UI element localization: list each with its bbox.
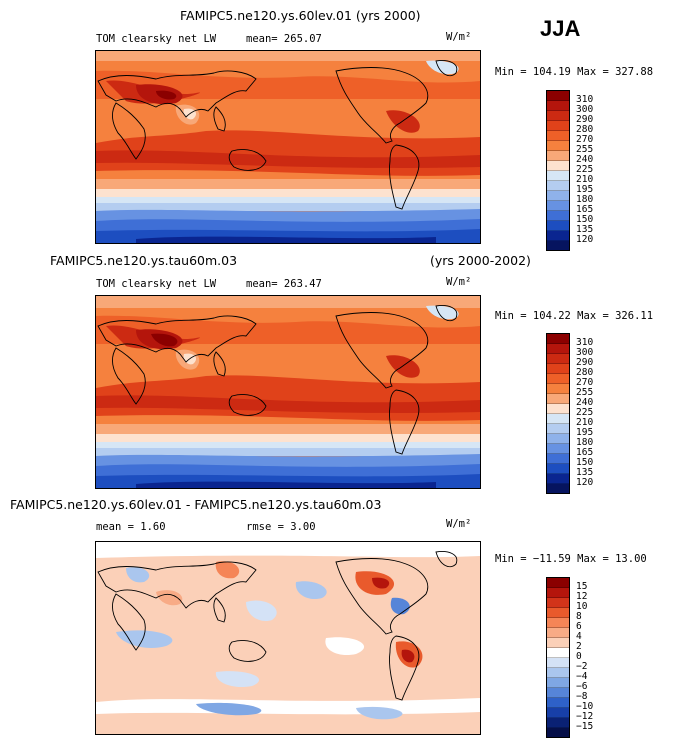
colorbar-tick: 4 [576,631,582,642]
panel2-mean: mean= 263.47 [246,278,322,290]
panel2-colorbar [546,333,570,494]
colorbar-tick: 225 [576,164,594,175]
panel3-title: FAMIPC5.ne120.ys.60lev.01 - FAMIPC5.ne12… [10,497,382,512]
colorbar-tick: 135 [576,467,594,478]
panel1-field-label: TOM clearsky net LW [96,33,217,45]
colorbar-tick: 270 [576,377,594,388]
colorbar-tick: 240 [576,397,594,408]
colorbar-tick: −12 [576,711,594,722]
colorbar-tick: 255 [576,387,594,398]
colorbar-tick: −4 [576,671,588,682]
panel3-map-field [96,542,480,734]
colorbar-tick: 10 [576,601,588,612]
colorbar-tick: 8 [576,611,582,622]
panel1-map-field [96,51,480,243]
colorbar-tick: 180 [576,194,594,205]
panel2-field-label: TOM clearsky net LW [96,278,217,290]
colorbar-tick: 310 [576,337,594,348]
panel1-map [95,50,481,244]
colorbar-tick: 12 [576,591,588,602]
colorbar-tick: 210 [576,174,594,185]
colorbar-tick: 290 [576,357,594,368]
colorbar-tick: 280 [576,124,594,135]
panel1-mean: mean= 265.07 [246,33,322,45]
panel1-units: W/m² [446,31,472,43]
colorbar-tick: 2 [576,641,582,652]
colorbar-tick: −6 [576,681,588,692]
colorbar-tick: 120 [576,477,594,488]
colorbar-tick: 280 [576,367,594,378]
colorbar-tick: −8 [576,691,588,702]
panel2-map-field [96,296,480,488]
colorbar-tick: 300 [576,104,594,115]
season-label: JJA [540,16,581,41]
colorbar-tick: 195 [576,184,594,195]
colorbar-tick: 135 [576,224,594,235]
colorbar-tick: 225 [576,407,594,418]
colorbar-tick: 290 [576,114,594,125]
colorbar-tick: 195 [576,427,594,438]
panel2-minmax: Min = 104.22 Max = 326.11 [495,310,654,322]
colorbar-tick: 0 [576,651,582,662]
colorbar-tick: 310 [576,94,594,105]
panel3-colorbar [546,577,570,738]
panel1-title: FAMIPC5.ne120.ys.60lev.01 (yrs 2000) [180,8,421,23]
colorbar-tick: −15 [576,721,594,732]
colorbar-tick: 120 [576,234,594,245]
colorbar-tick: 150 [576,457,594,468]
colorbar-tick: 210 [576,417,594,428]
colorbar-tick: 300 [576,347,594,358]
colorbar-tick: −2 [576,661,588,672]
colorbar-tick: 15 [576,581,588,592]
colorbar-tick: 165 [576,204,594,215]
colorbar-tick: 240 [576,154,594,165]
panel3-minmax: Min = −11.59 Max = 13.00 [495,553,647,565]
panel2-title: FAMIPC5.ne120.ys.tau60m.03 [50,253,238,268]
panel3-rmse: rmse = 3.00 [246,521,316,533]
colorbar-tick: 180 [576,437,594,448]
panel2-map [95,295,481,489]
panel3-mean: mean = 1.60 [96,521,166,533]
panel1-minmax: Min = 104.19 Max = 327.88 [495,66,654,78]
panel2-units: W/m² [446,276,472,288]
panel3-units: W/m² [446,518,472,530]
colorbar-tick: 150 [576,214,594,225]
panel1-colorbar [546,90,570,251]
panel2-years: (yrs 2000-2002) [430,253,531,268]
panel3-map [95,541,481,735]
colorbar-tick: 270 [576,134,594,145]
colorbar-tick: 6 [576,621,582,632]
colorbar-tick: −10 [576,701,594,712]
colorbar-tick: 255 [576,144,594,155]
colorbar-tick: 165 [576,447,594,458]
